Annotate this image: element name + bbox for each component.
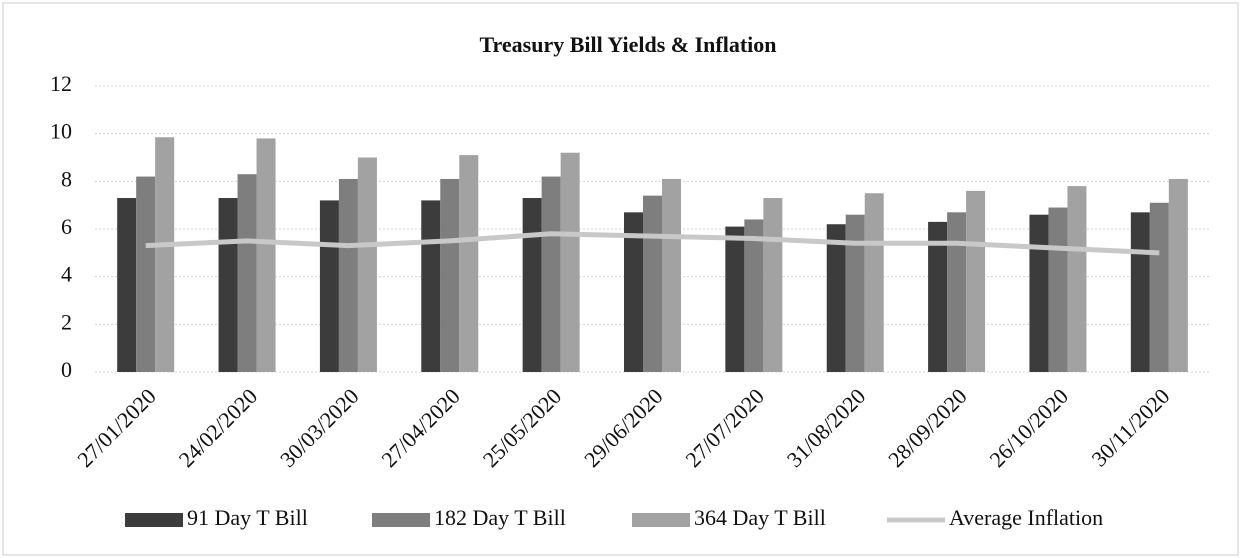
bar (541, 176, 561, 372)
bar (928, 221, 948, 372)
x-tick-label: 30/11/2020 (1086, 383, 1174, 471)
legend-swatch (632, 513, 690, 527)
bar (966, 190, 986, 372)
bar (338, 178, 358, 372)
bar (725, 226, 745, 372)
bar (845, 214, 865, 372)
bar (1130, 212, 1150, 372)
bar (763, 198, 783, 372)
bar (1048, 207, 1068, 372)
bar (117, 198, 137, 372)
line-series (145, 231, 1160, 256)
bar (1149, 202, 1169, 372)
bar (256, 138, 276, 372)
y-tick-label: 0 (61, 357, 72, 382)
x-tick-label: 26/10/2020 (985, 383, 1074, 472)
bar (1067, 186, 1087, 372)
bar (826, 224, 846, 372)
y-tick-label: 2 (61, 309, 72, 334)
y-tick-label: 6 (61, 214, 72, 239)
bar (522, 198, 542, 372)
legend-label: 91 Day T Bill (187, 505, 308, 530)
x-tick-label: 27/01/2020 (72, 383, 161, 472)
chart-title: Treasury Bill Yields & Inflation (479, 32, 776, 57)
y-tick-label: 8 (61, 166, 72, 191)
legend-swatch (125, 513, 183, 527)
y-tick-label: 12 (50, 71, 72, 96)
bar (440, 178, 460, 372)
bar (1029, 214, 1049, 372)
bar (560, 152, 580, 372)
bar (643, 195, 662, 372)
x-tick-label: 31/08/2020 (782, 383, 871, 472)
bar (319, 200, 339, 372)
bar (947, 212, 967, 372)
x-tick-label: 25/05/2020 (478, 383, 567, 472)
bar (459, 155, 479, 372)
x-tick-label: 29/06/2020 (579, 383, 668, 472)
bar (155, 137, 175, 372)
legend-label: 182 Day T Bill (434, 505, 566, 530)
bar (357, 157, 377, 372)
bar (218, 198, 238, 372)
bar (624, 212, 643, 372)
bar (421, 200, 441, 372)
y-tick-label: 10 (50, 119, 72, 144)
x-tick-label: 30/03/2020 (275, 383, 364, 472)
legend-label: Average Inflation (949, 505, 1103, 530)
y-tick-label: 4 (61, 262, 72, 287)
bar (744, 219, 764, 372)
x-tick-label: 27/07/2020 (680, 383, 769, 472)
bar (662, 178, 681, 372)
bar (136, 176, 156, 372)
legend-label: 364 Day T Bill (694, 505, 826, 530)
x-tick-label: 24/02/2020 (174, 383, 263, 472)
bar (864, 193, 884, 372)
bar (1168, 178, 1188, 372)
legend-swatch (372, 513, 430, 527)
x-tick-label: 28/09/2020 (883, 383, 972, 472)
x-tick-label: 27/04/2020 (376, 383, 465, 472)
bar (237, 174, 257, 372)
